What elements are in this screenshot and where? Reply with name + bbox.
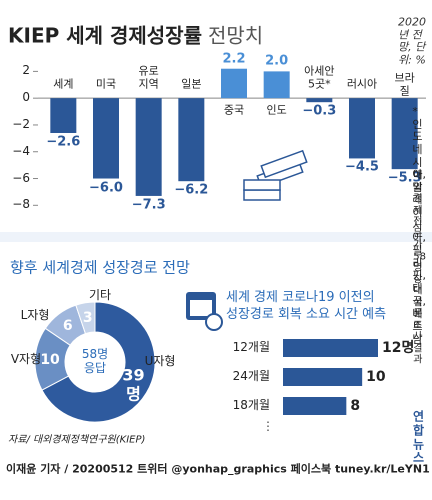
logo: 연합뉴스 <box>412 409 424 465</box>
bar <box>391 98 418 170</box>
x-tick-label: 세계 <box>53 77 74 91</box>
x-tick-label: 브라질 <box>394 71 415 98</box>
bar <box>135 98 162 196</box>
value-label: 2.2 <box>222 51 246 67</box>
x-tick-label: 유로 지역 <box>138 64 159 91</box>
title-suffix: 전망치 <box>208 23 264 48</box>
legend-label: U자형 <box>144 354 176 369</box>
y-tick-label: 2 <box>22 63 30 78</box>
value-label: −2.6 <box>46 134 81 150</box>
legend-label: V자형 <box>10 352 42 367</box>
bar <box>178 98 205 182</box>
bar <box>283 368 363 386</box>
bar <box>221 68 247 99</box>
value-label: 12명 <box>382 339 415 356</box>
bar <box>283 339 378 357</box>
legend-label: L자형 <box>20 308 50 323</box>
value-label: −6.2 <box>174 182 209 198</box>
value-label: −4.5 <box>345 159 379 175</box>
hbar-title: 세계 경제 코로나19 이전의 성장경로 회복 소요 시간 예측 <box>226 290 387 322</box>
source: 자료/ 대외경제정책연구원(KIEP) <box>8 434 146 446</box>
y-tick-label: −4 <box>12 143 30 158</box>
center-label: 58명 응답 <box>81 347 109 375</box>
x-tick-label: 중국 <box>223 103 245 117</box>
value-label: 10 <box>40 351 60 368</box>
value-label: −0.3 <box>302 103 337 119</box>
calendar-icon <box>186 292 223 331</box>
y-tick-label: 24개월 <box>232 369 270 384</box>
x-tick-label: 일본 <box>181 77 202 91</box>
y-tick-label: −2 <box>12 117 30 132</box>
x-tick-label: 러시아 <box>346 77 378 91</box>
value-label: −7.3 <box>131 197 166 213</box>
ellipsis: ⋮ <box>262 419 274 433</box>
bar <box>50 98 77 133</box>
value-label: 6 <box>62 318 73 335</box>
y-tick-label: −8 <box>12 197 30 212</box>
value-label: 3 <box>82 309 93 326</box>
y-tick-label: −6 <box>12 170 30 185</box>
bar <box>349 98 375 159</box>
x-tick-label: 아세안 5곳* <box>304 64 335 91</box>
money-icon <box>243 149 308 201</box>
donut-note: 대외경제 전문가 58명 상대 설문조사 결과 <box>413 170 427 366</box>
divider <box>0 232 432 242</box>
value-label: 8 <box>350 397 361 414</box>
footnote: *인도네시아, 말레이시아, 필리핀, 태국, 베트남 <box>412 104 426 346</box>
x-tick-label: 인도 <box>266 103 287 117</box>
value-label: 10 <box>366 368 386 385</box>
bar <box>283 397 347 415</box>
title: KIEP 세계 경제성장률 <box>8 23 202 48</box>
value-label: −5.3 <box>387 170 422 186</box>
value-label: 39 명 <box>122 365 145 404</box>
y-tick-label: 0 <box>22 90 30 105</box>
value-label: 2.0 <box>265 53 289 69</box>
credit: 이재윤 기자 / 20200512 트위터 @yonhap_graphics 페… <box>6 462 430 476</box>
donut-title: 향후 세계경제 성장경로 전망 <box>10 258 190 277</box>
value-label: −6.0 <box>89 180 123 196</box>
x-tick-label: 미국 <box>95 77 117 91</box>
y-tick-label: 12개월 <box>232 340 270 355</box>
subtitle: 2020년 전망, 단위: % <box>398 15 426 67</box>
bar <box>93 98 119 179</box>
donut-segment <box>75 301 96 335</box>
bar <box>263 71 290 99</box>
y-tick-label: 18개월 <box>232 398 270 413</box>
bar <box>306 98 333 103</box>
donut-segment <box>41 301 156 423</box>
legend-label: 기타 <box>88 288 112 303</box>
